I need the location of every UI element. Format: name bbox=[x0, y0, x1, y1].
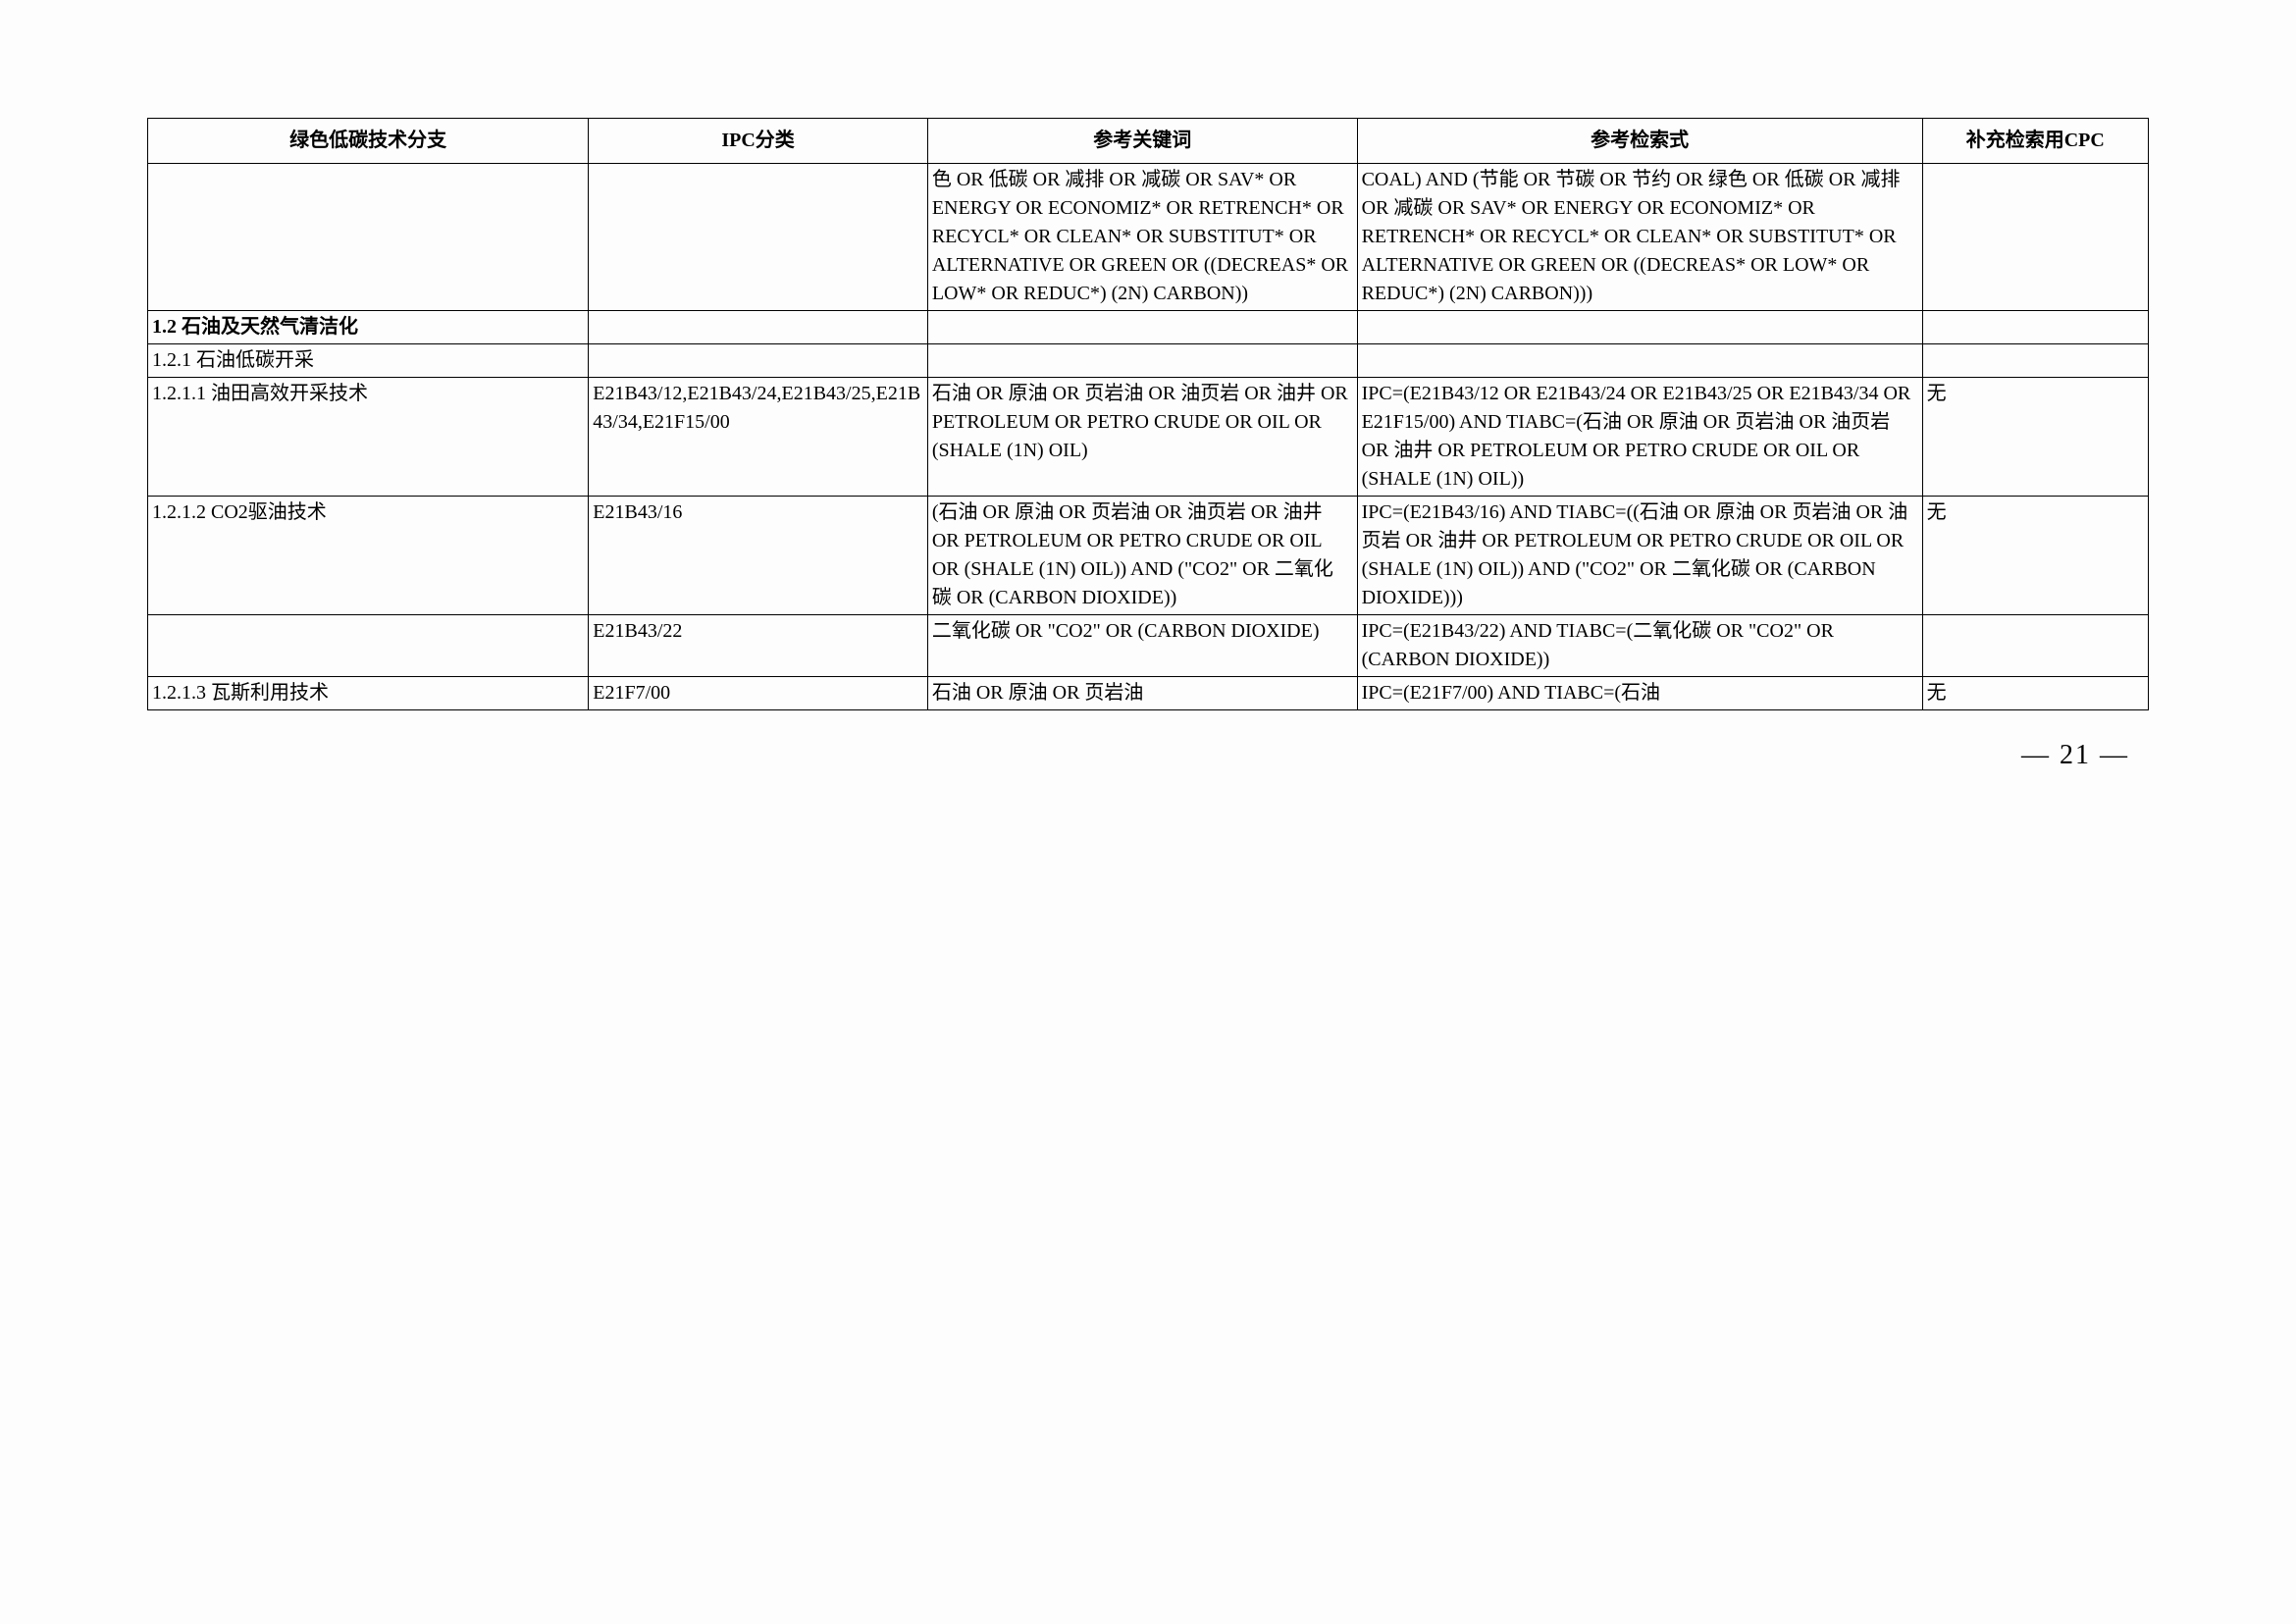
table-cell bbox=[1922, 164, 2148, 311]
table-header-row: 绿色低碳技术分支 IPC分类 参考关键词 参考检索式 补充检索用CPC bbox=[148, 119, 2149, 164]
table-cell bbox=[1922, 311, 2148, 344]
table-cell bbox=[589, 164, 928, 311]
table-cell bbox=[1922, 615, 2148, 677]
table-row: 1.2.1.1 油田高效开采技术E21B43/12,E21B43/24,E21B… bbox=[148, 378, 2149, 497]
table-cell: 1.2.1 石油低碳开采 bbox=[148, 344, 589, 378]
table-row: 1.2.1.2 CO2驱油技术E21B43/16(石油 OR 原油 OR 页岩油… bbox=[148, 497, 2149, 615]
page-number: — 21 — bbox=[147, 740, 2149, 771]
table-cell: IPC=(E21B43/12 OR E21B43/24 OR E21B43/25… bbox=[1357, 378, 1922, 497]
header-search: 参考检索式 bbox=[1357, 119, 1922, 164]
header-ipc: IPC分类 bbox=[589, 119, 928, 164]
table-cell: IPC=(E21B43/16) AND TIABC=((石油 OR 原油 OR … bbox=[1357, 497, 1922, 615]
table-cell: E21B43/22 bbox=[589, 615, 928, 677]
table-cell bbox=[148, 615, 589, 677]
table-cell: 二氧化碳 OR "CO2" OR (CARBON DIOXIDE) bbox=[927, 615, 1357, 677]
table-cell: 1.2 石油及天然气清洁化 bbox=[148, 311, 589, 344]
table-cell: IPC=(E21B43/22) AND TIABC=(二氧化碳 OR "CO2"… bbox=[1357, 615, 1922, 677]
table-cell bbox=[1357, 311, 1922, 344]
header-keywords: 参考关键词 bbox=[927, 119, 1357, 164]
table-cell bbox=[589, 344, 928, 378]
table-cell: 石油 OR 原油 OR 页岩油 bbox=[927, 677, 1357, 710]
table-cell: 1.2.1.3 瓦斯利用技术 bbox=[148, 677, 589, 710]
table-row: 1.2.1 石油低碳开采 bbox=[148, 344, 2149, 378]
table-cell: 1.2.1.2 CO2驱油技术 bbox=[148, 497, 589, 615]
table-cell: E21F7/00 bbox=[589, 677, 928, 710]
table-cell: (石油 OR 原油 OR 页岩油 OR 油页岩 OR 油井 OR PETROLE… bbox=[927, 497, 1357, 615]
table-cell: 无 bbox=[1922, 497, 2148, 615]
table-cell: 色 OR 低碳 OR 减排 OR 减碳 OR SAV* OR ENERGY OR… bbox=[927, 164, 1357, 311]
table-cell: 无 bbox=[1922, 378, 2148, 497]
header-branch: 绿色低碳技术分支 bbox=[148, 119, 589, 164]
table-cell bbox=[1922, 344, 2148, 378]
table-row: 1.2.1.3 瓦斯利用技术E21F7/00石油 OR 原油 OR 页岩油IPC… bbox=[148, 677, 2149, 710]
table-cell: 石油 OR 原油 OR 页岩油 OR 油页岩 OR 油井 OR PETROLEU… bbox=[927, 378, 1357, 497]
table-cell: COAL) AND (节能 OR 节碳 OR 节约 OR 绿色 OR 低碳 OR… bbox=[1357, 164, 1922, 311]
header-cpc: 补充检索用CPC bbox=[1922, 119, 2148, 164]
table-cell: IPC=(E21F7/00) AND TIABC=(石油 bbox=[1357, 677, 1922, 710]
table-cell bbox=[927, 311, 1357, 344]
table-body: 色 OR 低碳 OR 减排 OR 减碳 OR SAV* OR ENERGY OR… bbox=[148, 164, 2149, 710]
table-cell bbox=[1357, 344, 1922, 378]
table-cell bbox=[148, 164, 589, 311]
table-row: 1.2 石油及天然气清洁化 bbox=[148, 311, 2149, 344]
table-cell: 1.2.1.1 油田高效开采技术 bbox=[148, 378, 589, 497]
classification-table: 绿色低碳技术分支 IPC分类 参考关键词 参考检索式 补充检索用CPC 色 OR… bbox=[147, 118, 2149, 710]
table-cell: E21B43/16 bbox=[589, 497, 928, 615]
table-row: 色 OR 低碳 OR 减排 OR 减碳 OR SAV* OR ENERGY OR… bbox=[148, 164, 2149, 311]
table-row: E21B43/22二氧化碳 OR "CO2" OR (CARBON DIOXID… bbox=[148, 615, 2149, 677]
table-cell bbox=[589, 311, 928, 344]
table-cell: 无 bbox=[1922, 677, 2148, 710]
table-cell bbox=[927, 344, 1357, 378]
table-cell: E21B43/12,E21B43/24,E21B43/25,E21B43/34,… bbox=[589, 378, 928, 497]
